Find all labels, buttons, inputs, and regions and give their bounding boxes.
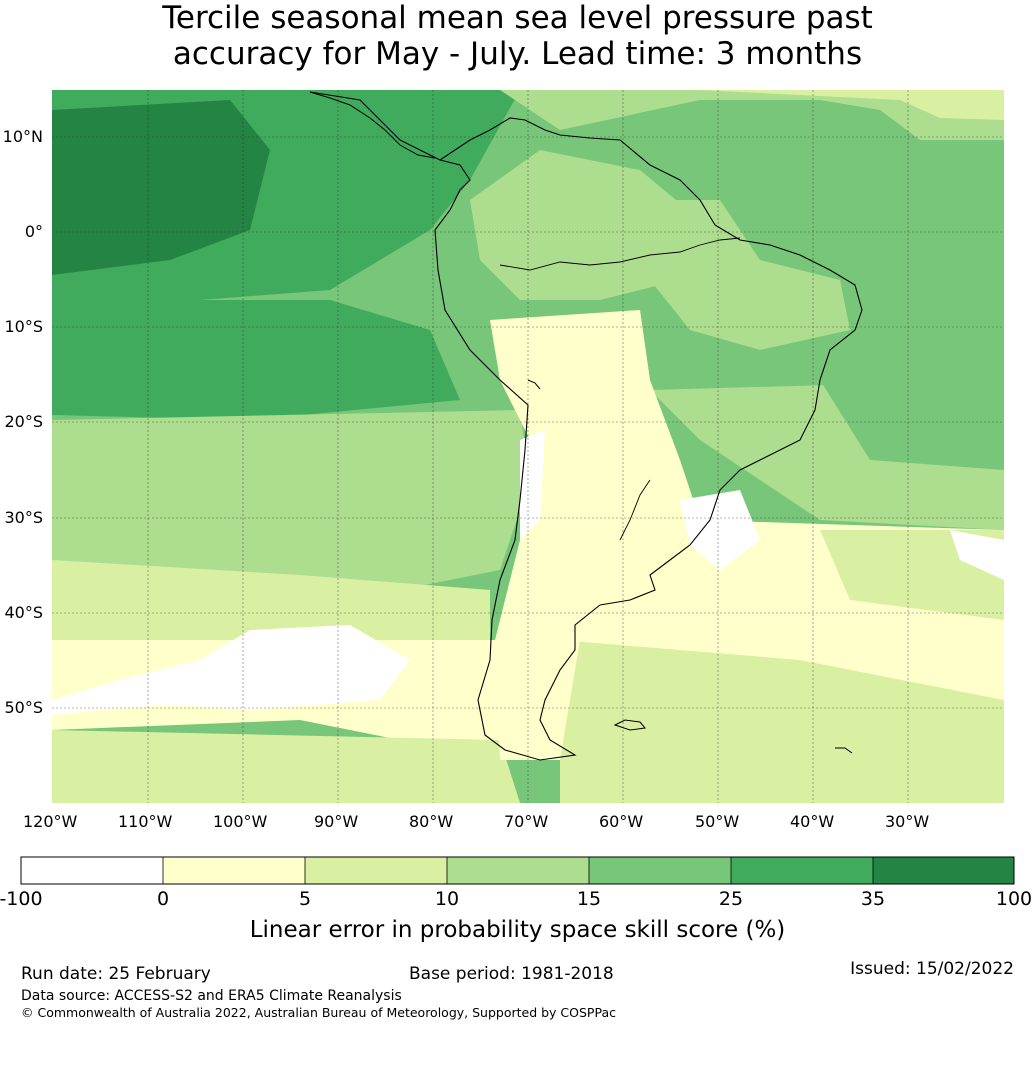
colorbar-segment-1 xyxy=(21,857,163,884)
lon-label-70w: 70°W xyxy=(504,812,549,831)
field-zone-south-atlantic-east xyxy=(820,360,1004,470)
lon-label-90w: 90°W xyxy=(314,812,359,831)
field-zone-caribbean xyxy=(500,90,1004,140)
colorbar-segment-7 xyxy=(873,857,1014,884)
field-zone-negative-skill xyxy=(52,625,410,715)
colorbar-tick-25: 25 xyxy=(718,888,744,910)
skill-score-field xyxy=(52,90,1004,803)
lat-label-10n: 10°N xyxy=(2,127,43,146)
colorbar-tick-35: 35 xyxy=(860,888,886,910)
colorbar-outline xyxy=(20,856,1015,885)
lon-label-50w: 50°W xyxy=(695,812,740,831)
field-zone-southern-cone xyxy=(490,310,700,760)
colorbar-segment-3 xyxy=(305,857,447,884)
base-period: Base period: 1981-2018 xyxy=(409,964,614,984)
field-zone-andes-white xyxy=(520,430,545,540)
colorbar xyxy=(20,856,1015,885)
field-zone-drake-passage xyxy=(560,640,1004,803)
colorbar-segment-4 xyxy=(447,857,589,884)
lon-label-40w: 40°W xyxy=(790,812,835,831)
colorbar-tick-minus100: -100 xyxy=(0,888,43,910)
colorbar-segment-5 xyxy=(589,857,731,884)
lat-label-30s: 30°S xyxy=(4,508,43,527)
colorbar-tick-5: 5 xyxy=(298,888,312,910)
lat-label-40s: 40°S xyxy=(4,603,43,622)
issued-date: Issued: 15/02/2022 xyxy=(850,959,1014,979)
data-source: Data source: ACCESS-S2 and ERA5 Climate … xyxy=(21,988,402,1004)
lat-label-0: 0° xyxy=(24,222,43,241)
lat-label-50s: 50°S xyxy=(4,698,43,717)
lake-titicaca xyxy=(527,379,541,390)
field-zone-amazon xyxy=(470,150,700,300)
run-date: Run date: 25 February xyxy=(21,964,211,984)
field-zone-mid-latitude xyxy=(52,560,490,650)
field-zone-darkest xyxy=(52,100,270,275)
lat-label-10s: 10°S xyxy=(4,317,43,336)
copyright: © Commonwealth of Australia 2022, Austra… xyxy=(21,1005,616,1020)
field-zone-southeast-pacific xyxy=(52,410,530,590)
central-america-coastline xyxy=(309,91,436,159)
lon-label-30w: 30°W xyxy=(885,812,930,831)
field-zone-far-south xyxy=(52,730,520,803)
lat-label-20s: 20°S xyxy=(4,412,43,431)
south-georgia-island xyxy=(835,747,853,754)
lon-label-120w: 120°W xyxy=(23,812,78,831)
field-zone-east-pacific xyxy=(52,300,460,420)
colorbar-tick-100: 100 xyxy=(995,888,1033,910)
falkland-islands xyxy=(613,719,646,731)
map-title-line-1: Tercile seasonal mean sea level pressure… xyxy=(162,0,873,36)
colorbar-segment-2 xyxy=(163,857,305,884)
colorbar-tick-0: 0 xyxy=(156,888,170,910)
field-zone-northeast-brazil xyxy=(640,200,850,350)
field-zone-north-atlantic xyxy=(700,90,1004,120)
lon-label-80w: 80°W xyxy=(409,812,454,831)
field-zone-rio-plata-white xyxy=(680,490,760,570)
rio-de-la-plata xyxy=(619,479,651,541)
colorbar-segment-6 xyxy=(731,857,873,884)
colorbar-tick-15: 15 xyxy=(576,888,602,910)
map-title-line-2: accuracy for May - July. Lead time: 3 mo… xyxy=(172,36,863,72)
lon-label-60w: 60°W xyxy=(599,812,644,831)
lon-label-110w: 110°W xyxy=(118,812,173,831)
colorbar-tick-10: 10 xyxy=(434,888,460,910)
lon-label-100w: 100°W xyxy=(213,812,268,831)
field-zone-atlantic-white xyxy=(950,530,1004,580)
south-america-coastline xyxy=(309,91,863,761)
graticule xyxy=(52,90,1004,803)
amazon-river xyxy=(499,237,741,271)
colorbar-label: Linear error in probability space skill … xyxy=(249,917,786,943)
